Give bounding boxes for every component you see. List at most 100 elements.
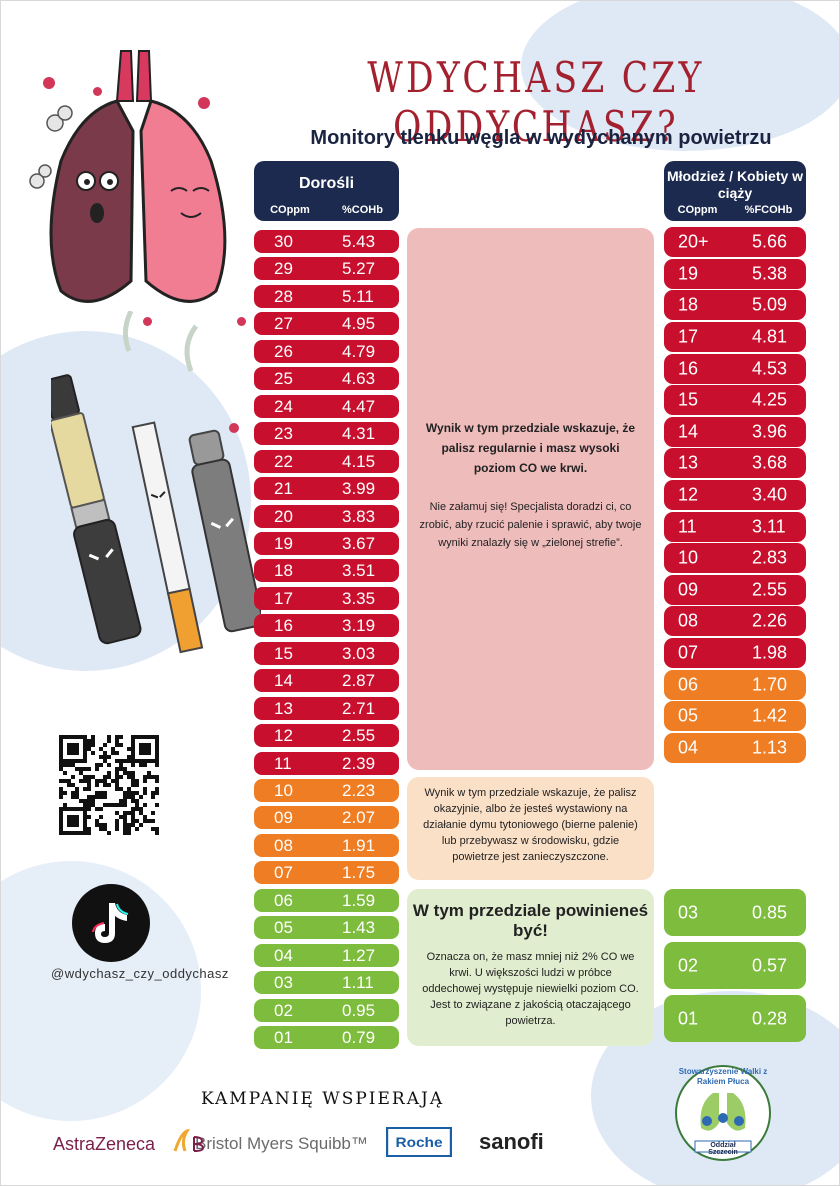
page-subtitle: Monitory tlenku węgla w wydychanym powie…	[310, 127, 772, 149]
qr-code[interactable]	[59, 735, 159, 835]
info-high-text: Nie załamuj się! Specjalista doradzi ci,…	[419, 501, 642, 549]
adults-row: 19 3.67	[254, 532, 399, 555]
row-coppm: 09	[274, 808, 293, 828]
row-cohb: 3.67	[342, 534, 376, 553]
row-coppm: 18	[274, 561, 293, 581]
organization-badge	[675, 1065, 771, 1161]
row-coppm: 04	[678, 737, 699, 758]
row-cohb: 1.91	[342, 835, 376, 855]
row-fcohb: 4.53	[752, 358, 788, 378]
row-coppm: 30	[274, 232, 293, 251]
row-coppm: 10	[274, 781, 293, 800]
decor-dot	[93, 87, 102, 96]
row-coppm: 02	[678, 955, 699, 975]
sanofi-logo: sanofi	[479, 1129, 544, 1154]
row-cohb: 5.27	[342, 259, 376, 279]
youth-row: 07 1.98	[664, 638, 806, 669]
youth-row: 02 0.57	[664, 942, 806, 989]
adults-row: 04 1.27	[254, 943, 399, 967]
adults-row: 11 2.39	[254, 751, 399, 775]
row-cohb: 2.55	[342, 726, 376, 746]
adults-row: 08 1.91	[254, 833, 399, 857]
row-cohb: 4.79	[342, 341, 376, 361]
row-coppm: 17	[274, 588, 293, 608]
row-cohb: 5.43	[342, 232, 376, 251]
adults-row: 13 2.71	[254, 696, 399, 720]
row-cohb: 4.47	[342, 396, 376, 416]
adults-row: 14 2.87	[254, 669, 399, 693]
organization-name: Stowarzyszenie Walki z Rakiem Płuca	[678, 1067, 768, 1086]
row-coppm: 16	[678, 358, 699, 378]
bms-symbol	[193, 1136, 205, 1152]
adults-row: 26 4.79	[254, 339, 399, 363]
row-cohb: 0.95	[342, 1000, 376, 1020]
row-coppm: 14	[274, 671, 293, 691]
bg-blob	[521, 1, 839, 151]
adults-row: 10 2.23	[254, 779, 399, 802]
row-cohb: 2.71	[342, 698, 376, 718]
row-cohb: 3.35	[342, 588, 376, 608]
youth-row: 03 0.85	[664, 889, 806, 936]
adults-row: 09 2.07	[254, 806, 399, 830]
row-coppm: 21	[274, 479, 293, 498]
decor-dot	[143, 317, 152, 326]
decor-dot	[237, 317, 246, 326]
row-cohb: 1.43	[342, 918, 376, 938]
row-coppm: 02	[274, 1000, 293, 1020]
row-coppm: 09	[678, 579, 699, 600]
row-cohb: 4.63	[342, 369, 376, 389]
adults-row: 25 4.63	[254, 367, 399, 391]
bms-logo: Bristol Myers Squibb™	[195, 1134, 368, 1153]
info-box-low: W tym przedziale powinieneś być! Oznacza…	[407, 889, 654, 1046]
row-fcohb: 4.25	[752, 389, 788, 410]
youth-row: 09 2.55	[664, 574, 806, 605]
row-fcohb: 5.09	[752, 294, 788, 315]
row-cohb: 0.79	[342, 1028, 376, 1047]
adults-row: 20 3.83	[254, 504, 399, 528]
adults-row: 03 1.11	[254, 971, 399, 995]
row-coppm: 04	[274, 945, 293, 965]
row-coppm: 25	[274, 369, 293, 389]
row-coppm: 15	[678, 389, 699, 410]
row-coppm: 05	[274, 918, 293, 938]
youth-header-title: Młodzież / Kobiety w ciąży	[666, 168, 804, 201]
youth-row: 19 5.38	[664, 258, 806, 289]
row-coppm: 08	[274, 835, 293, 855]
row-fcohb: 3.40	[752, 484, 788, 505]
info-medium-text: Wynik w tym przedziale wskazuje, że pali…	[423, 787, 638, 863]
row-fcohb: 0.57	[752, 955, 788, 975]
youth-row: 17 4.81	[664, 321, 806, 352]
row-fcohb: 5.66	[752, 231, 788, 252]
row-cohb: 2.39	[342, 753, 376, 773]
adults-row: 18 3.51	[254, 559, 399, 583]
row-fcohb: 1.42	[752, 705, 788, 726]
youth-row: 18 5.09	[664, 290, 806, 321]
row-fcohb: 4.81	[752, 326, 788, 347]
sponsors-heading: KAMPANIĘ WSPIERAJĄ	[201, 1089, 445, 1109]
youth-row: 12 3.40	[664, 480, 806, 510]
youth-row: 20+ 5.66	[664, 227, 806, 257]
social-handle[interactable]: @wdychasz_czy_oddychasz	[51, 966, 229, 981]
info-high-bold: Wynik w tym przedziale wskazuje, że pali…	[425, 421, 636, 475]
row-fcohb: 2.83	[752, 547, 788, 568]
adults-row: 23 4.31	[254, 422, 399, 446]
row-fcohb: 3.68	[752, 452, 788, 473]
youth-row: 08 2.26	[664, 606, 806, 637]
adults-row: 15 3.03	[254, 641, 399, 665]
row-cohb: 4.15	[342, 451, 376, 471]
tiktok-icon[interactable]	[71, 883, 151, 963]
row-coppm: 12	[678, 484, 699, 505]
row-cohb: 1.27	[342, 945, 376, 965]
row-coppm: 07	[678, 642, 699, 663]
row-coppm: 11	[274, 753, 292, 773]
lungs-illustration	[29, 50, 227, 303]
ecigarettes-illustration	[51, 311, 261, 654]
row-cohb: 2.07	[342, 808, 376, 828]
organization-branch: Oddział Szczecin	[708, 1142, 738, 1156]
row-fcohb: 0.28	[752, 1008, 788, 1028]
youth-row: 14 3.96	[664, 416, 806, 447]
decor-dot	[198, 97, 210, 109]
row-fcohb: 2.26	[752, 610, 788, 631]
youth-row: 16 4.53	[664, 353, 806, 384]
row-coppm: 14	[678, 421, 699, 442]
